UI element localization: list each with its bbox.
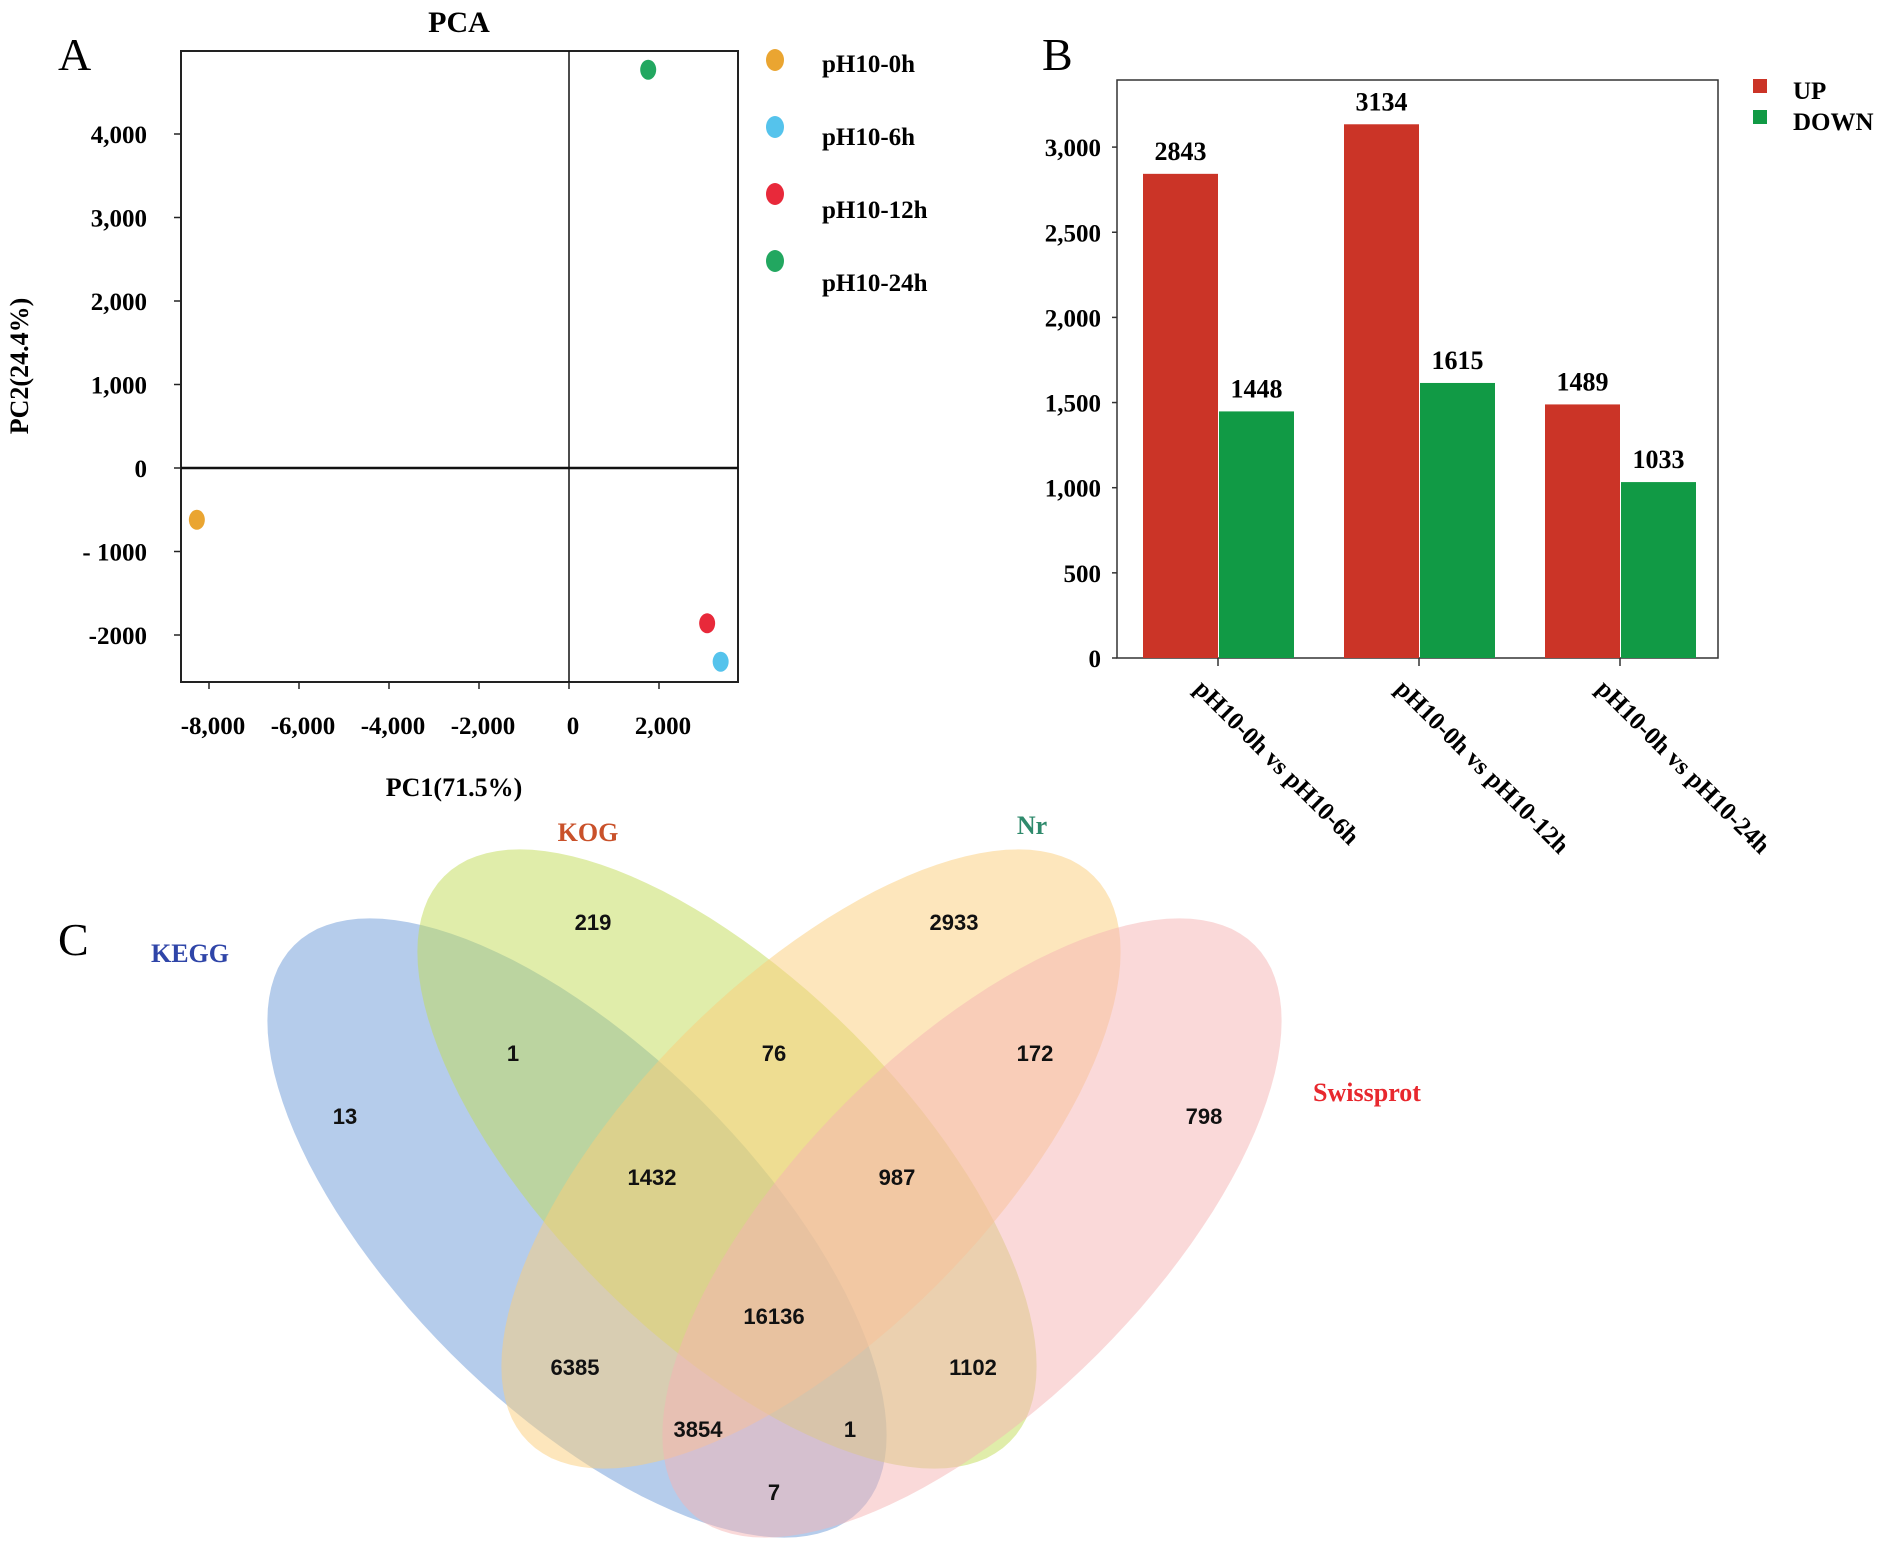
pca-y-tick-label: 4,000 <box>91 122 147 149</box>
venn-region-count: 987 <box>879 1165 916 1190</box>
bar-data-label: 2843 <box>1155 137 1207 166</box>
venn-region-count: 172 <box>1017 1041 1054 1066</box>
venn-region-count: 16136 <box>743 1304 804 1329</box>
venn-set-label: KOG <box>558 818 619 847</box>
panel-label-c: C <box>58 914 89 965</box>
pca-x-tick-label: -4,000 <box>361 713 426 740</box>
venn-set-swissprot <box>662 918 1282 1538</box>
legend-label: pH10-6h <box>822 124 915 151</box>
pca-y-tick-label: 2,000 <box>91 289 147 316</box>
pca-point-pH10-0h <box>188 509 205 530</box>
pca-x-tick-label: -8,000 <box>181 713 246 740</box>
pca-x-axis-label: PC1(71.5%) <box>386 773 522 802</box>
venn-region-count: 7 <box>768 1480 780 1505</box>
bar-category-label: pH10-0h vs pH10-12h <box>1390 675 1574 859</box>
venn-region-count: 2933 <box>930 910 979 935</box>
venn-region-count: 798 <box>1186 1104 1223 1129</box>
panel-label-a: A <box>58 29 91 80</box>
legend-marker-down <box>1753 110 1767 124</box>
bar-data-label: 1448 <box>1231 374 1283 403</box>
legend-label: pH10-0h <box>822 51 915 78</box>
bar-y-tick-label: 1,500 <box>1045 391 1101 418</box>
pca-y-tick-label: - 1000 <box>82 540 147 567</box>
venn-region-count: 3854 <box>674 1417 724 1442</box>
legend-label: DOWN <box>1793 109 1874 136</box>
legend-marker-pH10-0h <box>766 49 784 71</box>
pca-title: PCA <box>428 6 490 39</box>
pca-x-tick-label: 2,000 <box>635 713 691 740</box>
bar-category-label: pH10-0h vs pH10-6h <box>1189 675 1364 850</box>
pca-y-tick-label: 1,000 <box>91 373 147 400</box>
bar-data-label: 1033 <box>1633 445 1685 474</box>
pca-plot-frame <box>180 50 739 683</box>
bar-down <box>1420 382 1495 658</box>
panel-label-b: B <box>1042 29 1073 80</box>
bar-up <box>1143 173 1218 658</box>
bar-y-tick-label: 0 <box>1089 646 1102 673</box>
legend-marker-up <box>1753 79 1767 93</box>
bar-down <box>1219 411 1294 658</box>
pca-x-tick-label: 0 <box>567 713 580 740</box>
venn-region-count: 13 <box>333 1104 357 1129</box>
pca-point-pH10-12h <box>699 613 716 634</box>
legend-marker-pH10-24h <box>766 250 784 272</box>
legend-marker-pH10-12h <box>766 183 784 205</box>
pca-y-tick-label: 0 <box>135 456 148 483</box>
bar-y-tick-label: 2,500 <box>1045 220 1101 247</box>
bar-data-label: 1489 <box>1557 367 1609 396</box>
bar-data-label: 3134 <box>1356 87 1408 116</box>
bar-category-label: pH10-0h vs pH10-24h <box>1591 675 1775 859</box>
bar-chart: 0 500 1,000 1,500 2,000 2,500 3,000 2843 1448 pH1… <box>1045 78 1874 859</box>
venn-region-count: 76 <box>762 1041 786 1066</box>
bar-y-tick-label: 1,000 <box>1045 476 1101 503</box>
bar-y-tick-label: 3,000 <box>1045 135 1101 162</box>
venn-region-count: 1102 <box>949 1355 997 1380</box>
pca-x-tick-label: -2,000 <box>451 713 516 740</box>
venn-region-count: 1 <box>844 1417 856 1442</box>
venn-region-count: 6385 <box>551 1355 600 1380</box>
pca-y-tick-label: 3,000 <box>91 206 147 233</box>
pca-chart: PCA PC1(71.5%) PC2(24.4%) -8,000 -6,000 -4… <box>5 6 928 802</box>
legend-marker-pH10-6h <box>766 116 784 138</box>
bar-data-label: 1615 <box>1432 346 1484 375</box>
bar-y-tick-label: 500 <box>1064 561 1102 588</box>
bar-y-tick-label: 2,000 <box>1045 305 1101 332</box>
bar-down <box>1621 482 1696 658</box>
venn-set-label: Swissprot <box>1313 1078 1421 1107</box>
legend-label: UP <box>1793 78 1826 105</box>
pca-point-pH10-24h <box>640 59 657 80</box>
venn-set-label: Nr <box>1017 811 1047 840</box>
bar-up <box>1545 404 1620 658</box>
pca-point-pH10-6h <box>712 651 729 672</box>
pca-y-tick-label: -2000 <box>89 623 147 650</box>
pca-x-tick-label: -6,000 <box>271 713 336 740</box>
legend-label: pH10-24h <box>822 270 928 297</box>
venn-region-count: 1432 <box>628 1165 677 1190</box>
legend-label: pH10-12h <box>822 197 928 224</box>
venn-set-label: KEGG <box>151 939 229 968</box>
venn-region-count: 219 <box>575 910 612 935</box>
venn-diagram: KEGG KOG Nr Swissprot 219 2933 1 76 172 13 798 1432… <box>151 811 1421 1538</box>
pca-y-axis-label: PC2(24.4%) <box>5 298 34 434</box>
venn-region-count: 1 <box>507 1041 519 1066</box>
bar-up <box>1344 124 1419 659</box>
